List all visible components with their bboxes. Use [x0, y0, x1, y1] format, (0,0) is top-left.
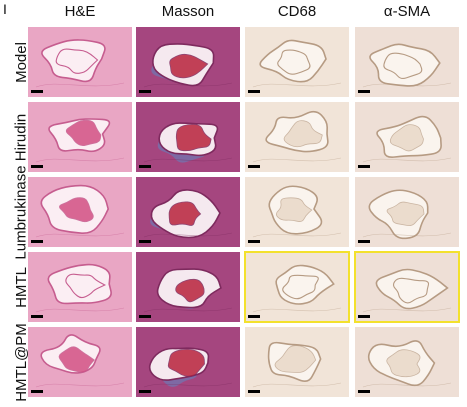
scale-bar — [248, 165, 260, 168]
micrograph-ihc2-row-2 — [355, 102, 459, 172]
micrograph-he-row-3 — [28, 177, 132, 247]
micrograph-ihc-row-5 — [245, 327, 349, 397]
scale-bar — [248, 90, 260, 93]
scale-bar — [139, 165, 151, 168]
scale-bar — [358, 240, 370, 243]
scale-bar — [248, 390, 260, 393]
scale-bar — [358, 390, 370, 393]
micrograph-ihc2-row-3 — [355, 177, 459, 247]
micrograph-ihc2-row-4 — [355, 252, 459, 322]
scale-bar — [31, 240, 43, 243]
micrograph-he-row-1 — [28, 27, 132, 97]
scale-bar — [31, 390, 43, 393]
micrograph-masson-row-3 — [136, 177, 240, 247]
micrograph-ihc-row-4 — [245, 252, 349, 322]
micrograph-masson-row-1 — [136, 27, 240, 97]
scale-bar — [139, 90, 151, 93]
column-header-masson: Masson — [161, 3, 215, 20]
scale-bar — [139, 240, 151, 243]
micrograph-he-row-4 — [28, 252, 132, 322]
scale-bar — [358, 165, 370, 168]
micrograph-masson-row-2 — [136, 102, 240, 172]
column-header-cd68: CD68 — [277, 3, 317, 20]
column-header-alpha-sma: α-SMA — [383, 3, 431, 20]
micrograph-ihc-row-2 — [245, 102, 349, 172]
scale-bar — [358, 90, 370, 93]
scale-bar — [31, 315, 43, 318]
panel-letter: I — [3, 1, 7, 17]
micrograph-he-row-5 — [28, 327, 132, 397]
scale-bar — [248, 240, 260, 243]
column-header-he: H&E — [64, 3, 96, 20]
scale-bar — [139, 315, 151, 318]
micrograph-ihc-row-1 — [245, 27, 349, 97]
micrograph-masson-row-4 — [136, 252, 240, 322]
scale-bar — [248, 315, 260, 318]
scale-bar — [31, 165, 43, 168]
scale-bar — [139, 390, 151, 393]
micrograph-ihc2-row-5 — [355, 327, 459, 397]
scale-bar — [31, 90, 43, 93]
micrograph-ihc2-row-1 — [355, 27, 459, 97]
micrograph-he-row-2 — [28, 102, 132, 172]
micrograph-masson-row-5 — [136, 327, 240, 397]
scale-bar — [358, 315, 370, 318]
micrograph-ihc-row-3 — [245, 177, 349, 247]
